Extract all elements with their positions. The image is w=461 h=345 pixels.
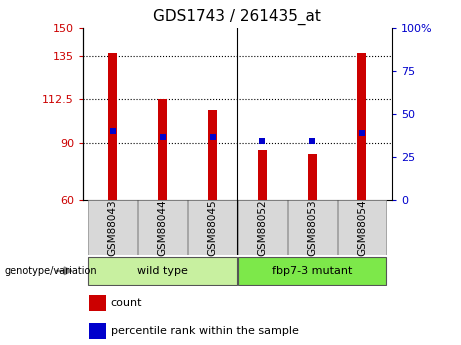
FancyBboxPatch shape [138,200,187,255]
Text: wild type: wild type [137,266,188,276]
Text: GSM88045: GSM88045 [207,199,218,256]
Bar [89,295,106,311]
Bar [307,154,317,200]
Text: genotype/variation: genotype/variation [5,266,97,276]
FancyBboxPatch shape [89,200,137,255]
Bar [208,110,217,200]
FancyBboxPatch shape [288,200,337,255]
Bar [108,52,118,200]
Bar [158,99,167,200]
Bar [258,150,267,200]
FancyBboxPatch shape [337,200,386,255]
Text: GSM88053: GSM88053 [307,199,317,256]
Text: GSM88054: GSM88054 [357,199,367,256]
Bar [357,52,366,200]
Text: GSM88052: GSM88052 [257,199,267,256]
FancyBboxPatch shape [238,257,386,285]
FancyBboxPatch shape [89,257,237,285]
FancyBboxPatch shape [188,200,237,255]
FancyBboxPatch shape [238,200,287,255]
Text: fbp7-3 mutant: fbp7-3 mutant [272,266,352,276]
Title: GDS1743 / 261435_at: GDS1743 / 261435_at [154,9,321,25]
Text: count: count [111,298,142,308]
Text: GSM88044: GSM88044 [158,199,168,256]
Bar [89,323,106,339]
Text: percentile rank within the sample: percentile rank within the sample [111,326,299,336]
Text: GSM88043: GSM88043 [108,199,118,256]
